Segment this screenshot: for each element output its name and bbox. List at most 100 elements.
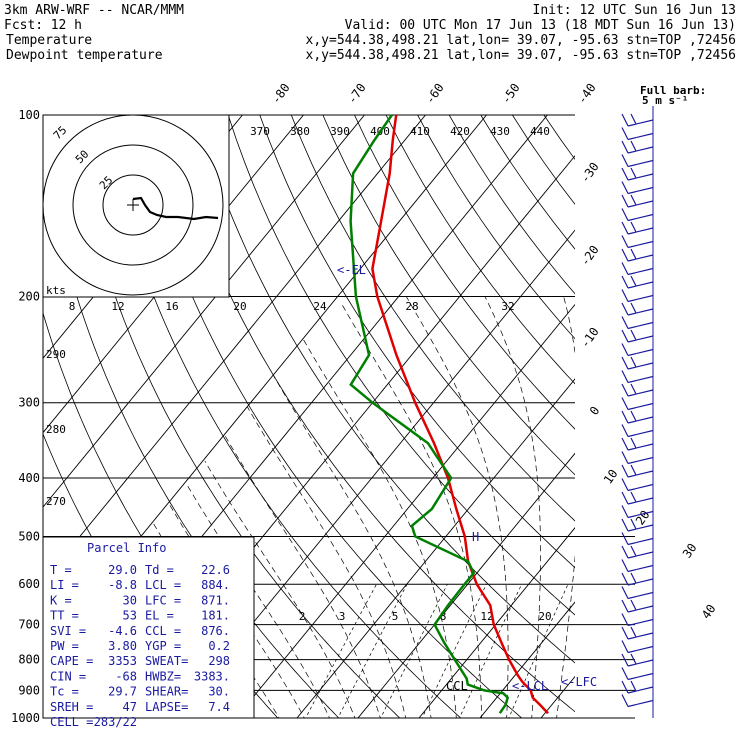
- wind-barb: [621, 275, 654, 289]
- dry-adiabat-line: [290, 115, 575, 522]
- pressure-label-500: 500: [18, 529, 40, 543]
- wind-barb: [621, 680, 654, 694]
- mixing-ratio-line: [337, 584, 408, 718]
- parcel-info-cell: 298: [208, 654, 230, 668]
- wind-barb: [621, 154, 654, 168]
- dry-adiabat-line: [259, 115, 575, 569]
- theta-label: 430: [490, 125, 510, 138]
- dry-adiabat-line: [164, 115, 575, 713]
- wind-barb: [621, 127, 654, 141]
- parcel-info-cell: EL =: [145, 609, 174, 623]
- wind-barb: [621, 599, 654, 613]
- pressure-label-200: 200: [18, 290, 40, 304]
- wind-scale-value: 5 m s⁻¹: [642, 94, 688, 107]
- isotherm-line: [540, 675, 575, 718]
- el-annotation: <-EL: [337, 263, 366, 277]
- parcel-info-cell: CAPE =: [50, 654, 93, 668]
- parcel-info-cell: LFC =: [145, 593, 181, 607]
- theta-label-low: 290: [46, 348, 66, 361]
- temperature-legend-info: x,y=544.38,498.21 lat,lon= 39.07, -95.63…: [306, 33, 736, 48]
- parcel-info-cell: CIN =: [50, 669, 86, 683]
- lfc-annotation: <-LFC: [561, 675, 597, 689]
- wind-barb: [621, 626, 654, 640]
- parcel-info-cell: 181.: [201, 609, 230, 623]
- isotherm-line: [357, 452, 575, 718]
- wind-barb: [621, 167, 654, 181]
- pressure-label-100: 100: [18, 108, 40, 122]
- mixing-ratio-line: [508, 584, 569, 718]
- isotherm-label: -20: [578, 243, 602, 269]
- parcel-info-cell: 29.0: [108, 563, 137, 577]
- theta-label: 420: [450, 125, 470, 138]
- parcel-info-cell: 3.80: [108, 639, 137, 653]
- wind-barb: [621, 140, 654, 154]
- mixing-ratio-line: [459, 584, 523, 718]
- parcel-info-cell: 29.7: [108, 685, 137, 699]
- isotherm-label: -30: [578, 160, 602, 186]
- wind-barb: [621, 329, 654, 343]
- dry-adiabat-line: [385, 115, 575, 385]
- isotherm-label: -40: [575, 81, 599, 107]
- theta-label: 380: [290, 125, 310, 138]
- parcel-info-cell: 283/22: [94, 715, 137, 729]
- lcl-annotation: <-LCL: [512, 679, 548, 693]
- dry-adiabat-line: [543, 115, 575, 161]
- parcel-info-cell: TT =: [50, 609, 79, 623]
- wind-barb: [621, 478, 654, 492]
- parcel-info-cell: 3383.: [194, 669, 230, 683]
- pressure-label-300: 300: [18, 396, 40, 410]
- theta-label: 410: [410, 125, 430, 138]
- wind-barb: [621, 113, 654, 127]
- dewpoint-series-line: [349, 114, 510, 714]
- model-title: 3km ARW-WRF -- NCAR/MMM: [4, 3, 184, 18]
- dry-adiabat-line: [354, 115, 575, 430]
- isotherm-label: 30: [680, 541, 700, 561]
- moist-adiabat-line: [340, 302, 482, 718]
- dry-adiabat-line: [133, 115, 523, 718]
- wind-barb: [621, 559, 654, 573]
- forecast-hours: 12 h: [51, 18, 82, 33]
- dry-adiabat-line: [576, 115, 740, 731]
- wind-barb-column: Full barb: 5 m s⁻¹: [621, 84, 706, 718]
- dry-adiabat-line: [670, 115, 740, 731]
- mixing-ratio-labels: 8 12 16 20 24 28 32 2 3 5 8 12 20: [69, 300, 552, 623]
- mixing-ratio-label: 28: [405, 300, 418, 313]
- wind-barb: [621, 383, 654, 397]
- isotherm-line: [418, 527, 575, 718]
- isotherm-line: [592, 115, 740, 731]
- wind-barb: [621, 208, 654, 222]
- wind-barb: [621, 181, 654, 195]
- wind-barb: [621, 640, 654, 654]
- wind-barb: [621, 653, 654, 667]
- dry-adiabat-line: [69, 115, 401, 718]
- valid-time: Valid: 00 UTC Mon 17 Jun 13 (18 MDT Sun …: [345, 18, 736, 33]
- wind-barb: [621, 518, 654, 532]
- mixing-ratio-label-low: 20: [538, 610, 551, 623]
- wind-barb: [621, 667, 654, 681]
- dry-adiabat-line: [607, 115, 740, 731]
- mixing-ratio-line: [380, 584, 448, 718]
- isotherm-line: [43, 115, 426, 583]
- parcel-info-cell: 884.: [201, 578, 230, 592]
- mixing-ratio-label-low: 3: [339, 610, 346, 623]
- wind-barb: [621, 464, 654, 478]
- dewpoint-legend-info: x,y=544.38,498.21 lat,lon= 39.07, -95.63…: [306, 48, 736, 63]
- wind-barb: [621, 437, 654, 451]
- isotherm-line: [43, 115, 365, 508]
- hodograph-ring-75: [42, 114, 224, 296]
- wind-barb: [621, 694, 654, 708]
- theta-label-low: 270: [46, 495, 66, 508]
- parcel-info-cell: -8.8: [108, 578, 137, 592]
- pressure-label-600: 600: [18, 577, 40, 591]
- wind-barb: [621, 424, 654, 438]
- wind-barb: [621, 532, 654, 546]
- mixing-ratio-label-low: 8: [440, 610, 447, 623]
- wind-barb: [621, 451, 654, 465]
- parcel-info-cell: YGP =: [145, 639, 181, 653]
- wind-barb: [621, 316, 654, 330]
- mixing-ratio-label: 32: [501, 300, 514, 313]
- hodograph-trace: [132, 196, 219, 221]
- dry-adiabat-line: [322, 115, 575, 476]
- isobar-lines: [43, 114, 635, 719]
- pressure-label-400: 400: [18, 471, 40, 485]
